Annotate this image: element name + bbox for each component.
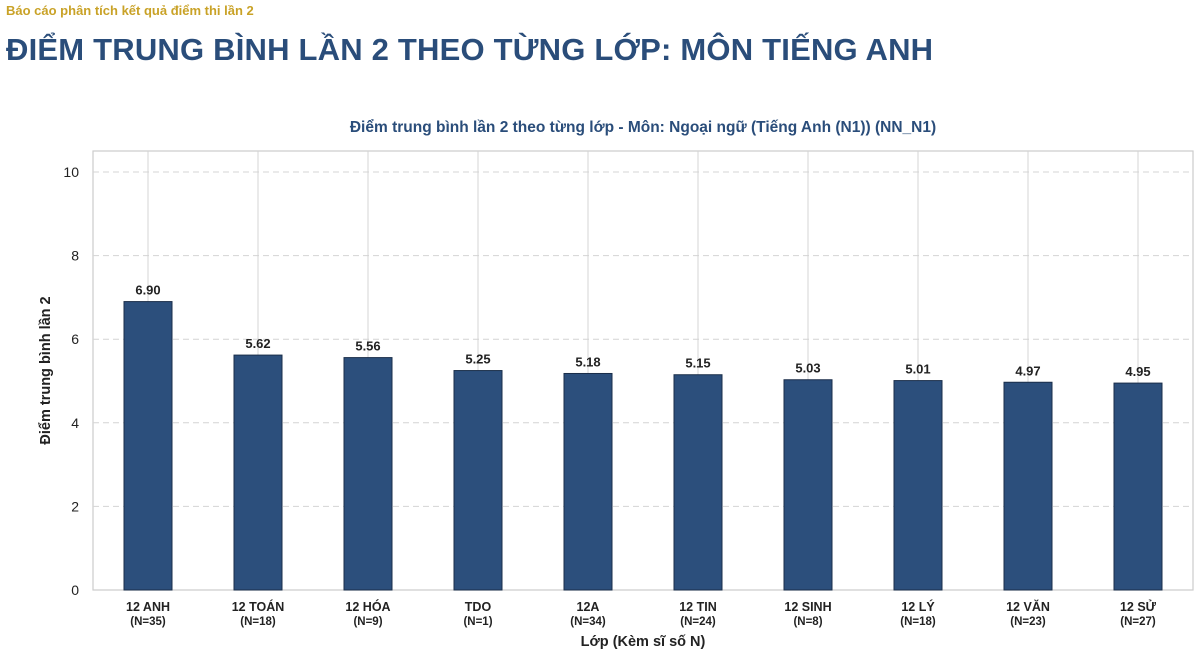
bar-value-label: 4.97 — [1015, 363, 1040, 378]
bar — [783, 379, 833, 591]
bar-value-label: 5.25 — [465, 352, 490, 367]
y-axis-label: Điểm trung bình lần 2 — [38, 296, 54, 444]
plot-frame — [92, 150, 1194, 591]
bar — [673, 374, 723, 591]
x-tick-count-label: (N=1) — [463, 616, 492, 628]
bar — [123, 301, 173, 591]
y-tick-label: 4 — [71, 415, 79, 431]
x-tick-count-label: (N=24) — [680, 616, 716, 628]
x-tick-count-label: (N=9) — [353, 616, 382, 628]
x-tick-count-label: (N=35) — [130, 616, 166, 628]
bar-value-label: 5.56 — [355, 339, 380, 354]
x-tick-count-label: (N=23) — [1010, 616, 1046, 628]
x-tick-count-label: (N=34) — [570, 616, 606, 628]
bar — [343, 357, 393, 591]
bar-value-label: 5.01 — [905, 362, 930, 377]
x-tick-label: 12 TIN — [679, 600, 717, 614]
x-tick-label: 12 SINH — [784, 600, 831, 614]
x-tick-count-label: (N=8) — [793, 616, 822, 628]
bar — [1003, 381, 1053, 591]
bar — [893, 380, 943, 591]
x-tick-label: 12 HÓA — [345, 599, 390, 614]
bar-value-label: 5.18 — [575, 354, 600, 369]
x-tick-label: 12A — [577, 600, 600, 614]
x-tick-label: 12 VĂN — [1006, 599, 1050, 614]
x-tick-label: 12 ANH — [126, 600, 170, 614]
x-tick-label: TDO — [465, 600, 492, 614]
bar — [563, 372, 613, 591]
y-tick-label: 6 — [71, 331, 79, 347]
chart-title: Điểm trung bình lần 2 theo từng lớp - Mô… — [350, 119, 936, 136]
bar-value-label: 4.95 — [1125, 364, 1150, 379]
x-tick-count-label: (N=18) — [900, 616, 936, 628]
x-tick-label: 12 TOÁN — [232, 599, 285, 614]
y-tick-label: 10 — [63, 164, 79, 180]
y-tick-label: 0 — [71, 582, 79, 598]
x-tick-count-label: (N=27) — [1120, 616, 1156, 628]
bar — [1113, 382, 1163, 591]
x-axis-label: Lớp (Kèm sĩ số N) — [581, 634, 706, 650]
bar — [233, 354, 283, 591]
bar — [453, 370, 503, 591]
x-tick-label: 12 SỬ — [1120, 599, 1157, 614]
bar-value-label: 5.62 — [245, 336, 270, 351]
bar-value-label: 6.90 — [135, 283, 160, 298]
x-tick-label: 12 LÝ — [901, 599, 935, 614]
bar-value-label: 5.03 — [795, 361, 820, 376]
x-tick-count-label: (N=18) — [240, 616, 276, 628]
page-title: ĐIỂM TRUNG BÌNH LẦN 2 THEO TỪNG LỚP: MÔN… — [6, 32, 934, 67]
y-tick-label: 8 — [71, 248, 79, 264]
y-tick-label: 2 — [71, 498, 79, 514]
report-subtitle: Báo cáo phân tích kết quả điểm thi lần 2 — [6, 3, 254, 18]
bar-value-label: 5.15 — [685, 356, 710, 371]
